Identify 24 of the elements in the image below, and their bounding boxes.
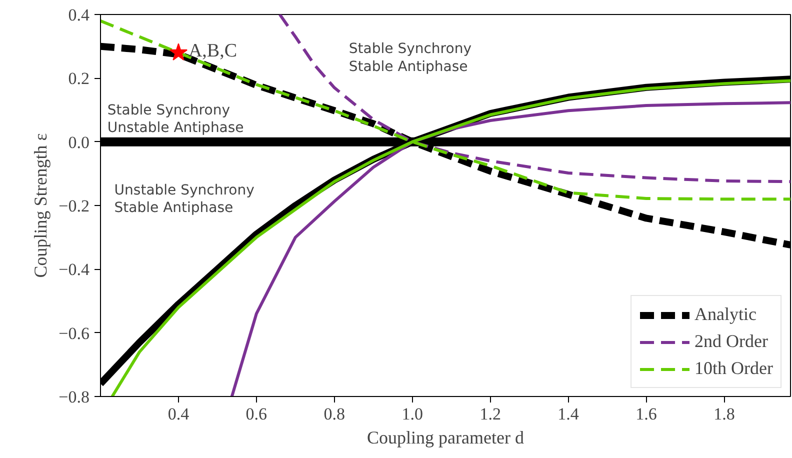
x-tick-label: 0.6 [246, 404, 268, 424]
annotation: Stable Synchrony Unstable Antiphase [107, 102, 244, 136]
y-tick-label: −0.8 [58, 388, 90, 406]
y-axis-title: Coupling Strength ε [30, 132, 51, 278]
y-tick-label: 0.4 [68, 6, 90, 24]
x-tick-label: 1.2 [480, 404, 501, 424]
x-axis-title: Coupling parameter d [367, 428, 524, 448]
x-tick-label: 0.4 [168, 404, 190, 424]
y-tick-label: −0.4 [58, 260, 90, 280]
x-tick-label: 1.6 [636, 404, 657, 424]
y-tick-label: 0.0 [68, 132, 90, 152]
annotation: Stable Synchrony Stable Antiphase [348, 41, 472, 75]
legend-label: 10th Order [694, 358, 773, 379]
x-tick-label: 1.8 [714, 404, 735, 424]
legend-label: Analytic [694, 304, 756, 325]
y-tick-label: 0.2 [68, 69, 90, 88]
annotation: A,B,C [188, 40, 238, 62]
y-tick-label: −0.6 [58, 324, 90, 343]
legend-label: 2nd Order [694, 331, 768, 352]
x-tick-label: 1.0 [402, 404, 423, 424]
annotation: Unstable Synchrony Stable Antiphase [114, 182, 254, 216]
x-tick-label: 1.4 [558, 404, 580, 424]
y-tick-label: −0.2 [58, 196, 90, 216]
x-tick-label: 0.8 [324, 404, 346, 424]
